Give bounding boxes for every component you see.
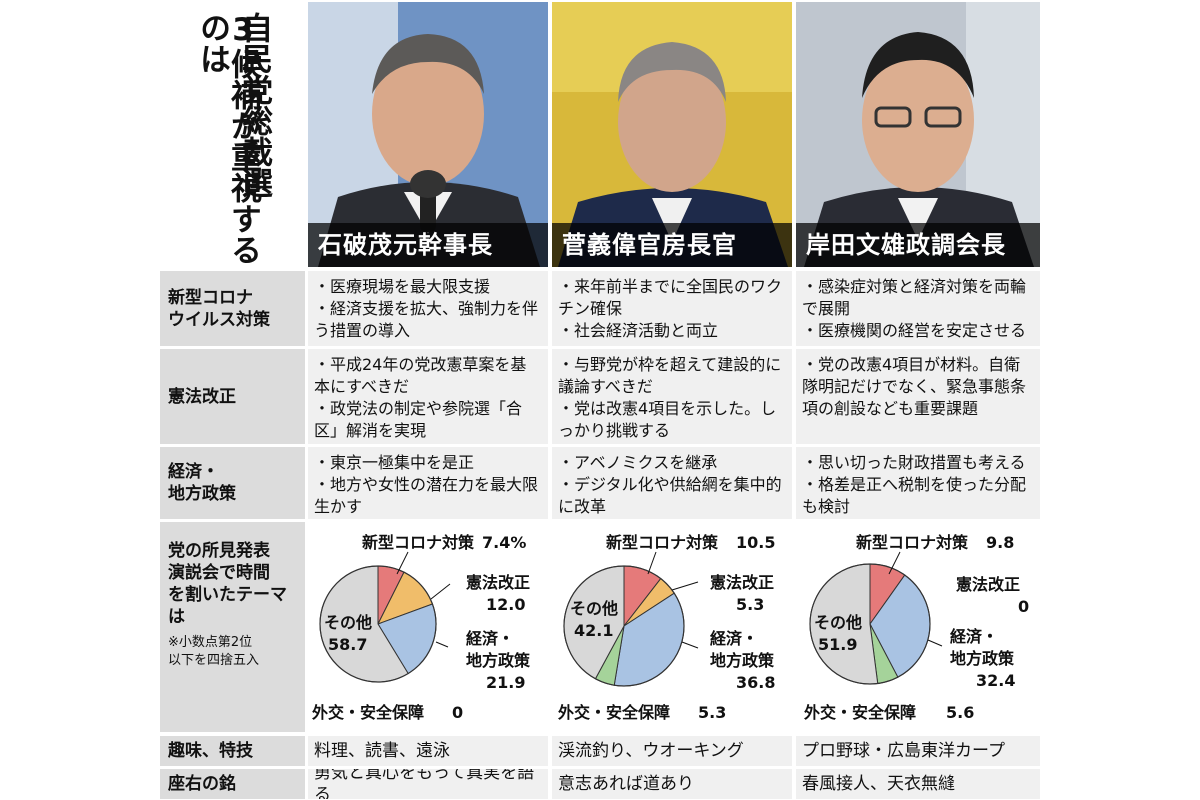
candidate-name-2: 菅義偉官房長官 bbox=[552, 223, 792, 267]
value-corona-suga: 10.5 bbox=[736, 533, 775, 552]
constitution-cell-suga: ・与野党が枠を超えて建設的に議論すべきだ ・党は改憲4項目を示した。しっかり挑戦… bbox=[552, 349, 792, 444]
label-corona-kishida: 新型コロナ対策 bbox=[856, 533, 969, 552]
pie-svg-suga: 新型コロナ対策 10.5 憲法改正 5.3 経済・ 地方政策 36.8 外交・安… bbox=[557, 533, 775, 722]
value-corona-kishida: 9.8 bbox=[986, 533, 1014, 552]
value-constitution-kishida: 0 bbox=[1018, 597, 1029, 616]
label-economy-2-kishida: 地方政策 bbox=[950, 649, 1015, 668]
pie-chart-suga: 新型コロナ対策 10.5 憲法改正 5.3 経済・ 地方政策 36.8 外交・安… bbox=[552, 522, 792, 732]
label-constitution-suga: 憲法改正 bbox=[710, 573, 774, 592]
row-hobby-label: 趣味、特技 bbox=[160, 736, 305, 766]
value-diplomacy-kishida: 5.6 bbox=[946, 703, 974, 722]
value-economy-kishida: 32.4 bbox=[976, 671, 1015, 690]
pie-outline bbox=[563, 565, 685, 687]
pie-chart-kishida: 新型コロナ対策 9.8 憲法改正 0 経済・ 地方政策 32.4 外交・安全保障… bbox=[796, 522, 1040, 732]
value-other-ishiba: 58.7 bbox=[328, 635, 367, 654]
label-other-suga: その他 bbox=[570, 599, 618, 618]
candidate-name-3: 岸田文雄政調会長 bbox=[796, 223, 1040, 267]
pie-outline bbox=[319, 565, 437, 683]
value-diplomacy-ishiba: 0 bbox=[452, 703, 463, 722]
row-economy: 経済・ 地方政策 ・東京一極集中を是正 ・地方や女性の潜在力を最大限生かす ・ア… bbox=[160, 447, 1040, 519]
corona-cell-suga: ・来年前半までに全国民のワクチン確保 ・社会経済活動と両立 bbox=[552, 271, 792, 346]
row-motto-label: 座右の銘 bbox=[160, 769, 305, 799]
candidate-name-1: 石破茂元幹事長 bbox=[308, 223, 548, 267]
pie-svg-kishida: 新型コロナ対策 9.8 憲法改正 0 経済・ 地方政策 32.4 外交・安全保障… bbox=[803, 533, 1029, 722]
portrait-kishida bbox=[796, 2, 1040, 267]
label-corona-ishiba: 新型コロナ対策 bbox=[362, 533, 475, 552]
row-economy-label: 経済・ 地方政策 bbox=[160, 447, 305, 519]
economy-cell-kishida: ・思い切った財政措置も考える ・格差是正へ税制を使った分配も検討 bbox=[796, 447, 1040, 519]
row-speech-themes: 党の所見発表 演説会で時間 を割いたテーマ は ※小数点第2位 以下を四捨五入 … bbox=[160, 522, 1040, 732]
row-speech-label: 党の所見発表 演説会で時間 を割いたテーマ は ※小数点第2位 以下を四捨五入 bbox=[160, 522, 305, 732]
label-economy-1-suga: 経済・ bbox=[710, 629, 758, 648]
label-economy-2-ishiba: 地方政策 bbox=[466, 651, 531, 670]
economy-cell-ishiba: ・東京一極集中を是正 ・地方や女性の潜在力を最大限生かす bbox=[308, 447, 548, 519]
label-corona-suga: 新型コロナ対策 bbox=[606, 533, 719, 552]
headline-line-2: 3候補が重視するのは bbox=[194, 12, 261, 265]
constitution-cell-ishiba: ・平成24年の党改憲草案を基本にすべきだ ・政党法の制定や参院選「合区」解消を実… bbox=[308, 349, 548, 444]
row-hobby: 趣味、特技 料理、読書、遠泳 渓流釣り、ウオーキング プロ野球・広島東洋カープ bbox=[160, 736, 1040, 766]
pie-svg-ishiba: 新型コロナ対策 7.4% 憲法改正 12.0 経済・ 地方政策 21.9 外交・… bbox=[311, 533, 531, 722]
candidate-photo-ishiba: 石破茂元幹事長 bbox=[308, 2, 548, 267]
candidate-photo-suga: 菅義偉官房長官 bbox=[552, 2, 792, 267]
label-diplomacy-suga: 外交・安全保障 bbox=[557, 703, 670, 722]
value-other-kishida: 51.9 bbox=[818, 635, 857, 654]
label-diplomacy-kishida: 外交・安全保障 bbox=[803, 703, 916, 722]
rounding-note: ※小数点第2位 以下を四捨五入 bbox=[168, 635, 260, 668]
motto-cell-ishiba: 勇気と真心をもって真実を語る bbox=[308, 769, 548, 799]
value-economy-ishiba: 21.9 bbox=[486, 673, 525, 692]
constitution-cell-kishida: ・党の改憲4項目が材料。自衛隊明記だけでなく、緊急事態条項の創設なども重要課題 bbox=[796, 349, 1040, 444]
candidate-photo-kishida: 岸田文雄政調会長 bbox=[796, 2, 1040, 267]
value-other-suga: 42.1 bbox=[574, 621, 613, 640]
row-constitution-label: 憲法改正 bbox=[160, 349, 305, 444]
row-constitution: 憲法改正 ・平成24年の党改憲草案を基本にすべきだ ・政党法の制定や参院選「合区… bbox=[160, 349, 1040, 444]
corona-cell-kishida: ・感染症対策と経済対策を両輪で展開 ・医療機関の経営を安定させる bbox=[796, 271, 1040, 346]
label-diplomacy-ishiba: 外交・安全保障 bbox=[311, 703, 424, 722]
value-diplomacy-suga: 5.3 bbox=[698, 703, 726, 722]
label-economy-1-kishida: 経済・ bbox=[950, 627, 998, 646]
label-constitution-kishida: 憲法改正 bbox=[956, 575, 1020, 594]
corona-cell-ishiba: ・医療現場を最大限支援 ・経済支援を拡大、強制力を伴う措置の導入 bbox=[308, 271, 548, 346]
motto-cell-kishida: 春風接人、天衣無縫 bbox=[796, 769, 1040, 799]
label-constitution-ishiba: 憲法改正 bbox=[466, 573, 530, 592]
pie-chart-ishiba: 新型コロナ対策 7.4% 憲法改正 12.0 経済・ 地方政策 21.9 外交・… bbox=[308, 522, 548, 732]
label-other-ishiba: その他 bbox=[324, 613, 372, 632]
row-motto: 座右の銘 勇気と真心をもって真実を語る 意志あれば道あり 春風接人、天衣無縫 bbox=[160, 769, 1040, 799]
value-economy-suga: 36.8 bbox=[736, 673, 775, 692]
label-economy-2-suga: 地方政策 bbox=[710, 651, 775, 670]
row-corona: 新型コロナ ウイルス対策 ・医療現場を最大限支援 ・経済支援を拡大、強制力を伴う… bbox=[160, 271, 1040, 346]
pie-outline bbox=[809, 563, 931, 685]
value-corona-ishiba: 7.4% bbox=[482, 533, 526, 552]
headline-line-1: 自民党総裁選 bbox=[236, 12, 272, 198]
label-other-kishida: その他 bbox=[814, 613, 862, 632]
value-constitution-suga: 5.3 bbox=[736, 595, 764, 614]
value-constitution-ishiba: 12.0 bbox=[486, 595, 525, 614]
hobby-cell-ishiba: 料理、読書、遠泳 bbox=[308, 736, 548, 766]
row-corona-label: 新型コロナ ウイルス対策 bbox=[160, 271, 305, 346]
economy-cell-suga: ・アベノミクスを継承 ・デジタル化や供給網を集中的に改革 bbox=[552, 447, 792, 519]
hobby-cell-suga: 渓流釣り、ウオーキング bbox=[552, 736, 792, 766]
motto-cell-suga: 意志あれば道あり bbox=[552, 769, 792, 799]
headline: 自民党総裁選 3候補が重視するのは bbox=[160, 2, 305, 267]
label-economy-1-ishiba: 経済・ bbox=[466, 629, 514, 648]
hobby-cell-kishida: プロ野球・広島東洋カープ bbox=[796, 736, 1040, 766]
